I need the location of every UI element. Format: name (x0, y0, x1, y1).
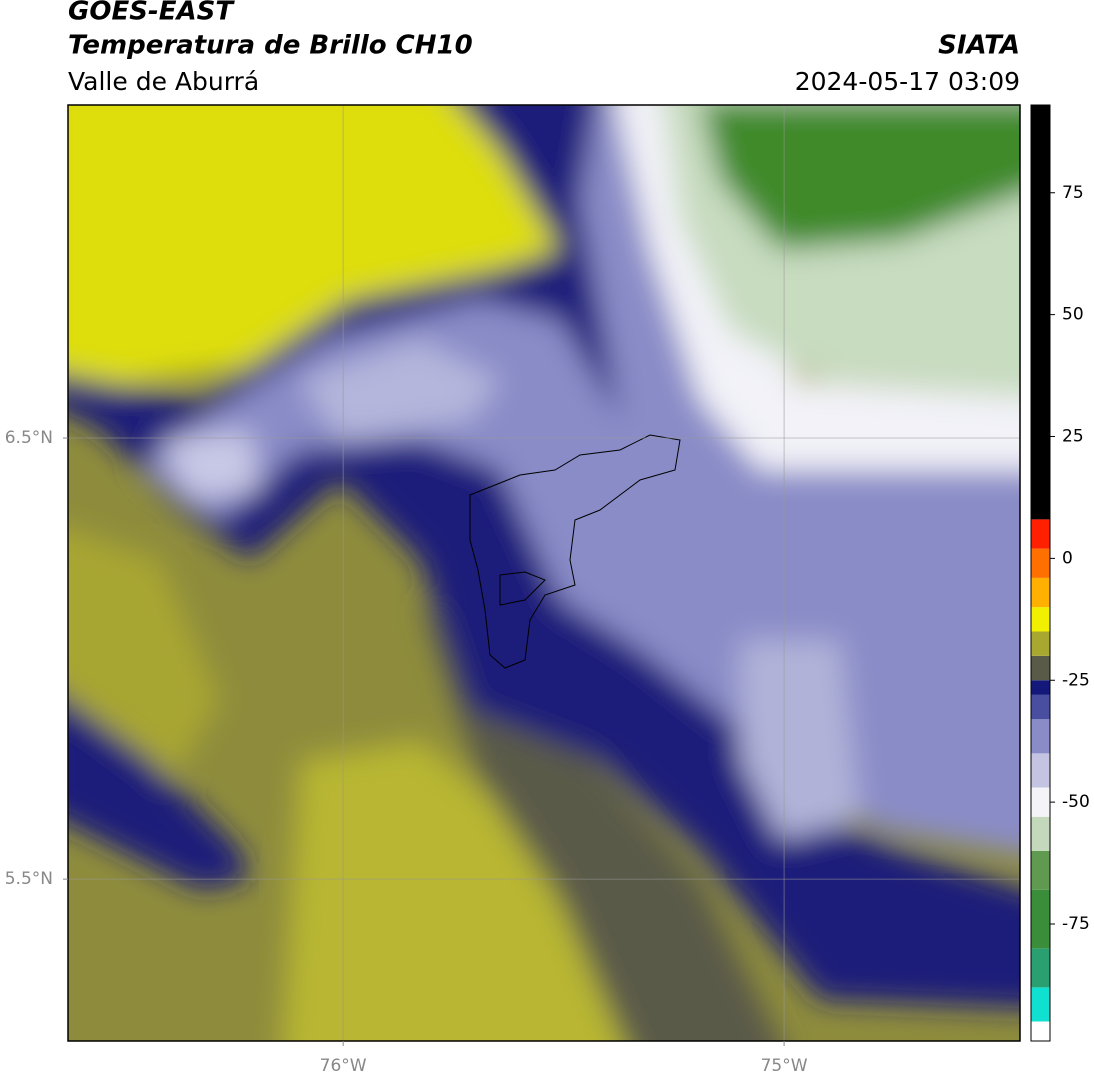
colorbar-tick-label: 75 (1062, 183, 1084, 203)
lat-tick-label: 5.5°N (5, 869, 53, 889)
lon-tick-label: 76°W (320, 1056, 367, 1076)
colorbar-segment (1031, 655, 1050, 681)
colorbar-segment (1031, 105, 1050, 520)
agency-title: SIATA (938, 31, 1020, 61)
satellite-image (68, 105, 1020, 1041)
colorbar-segment (1031, 1021, 1050, 1041)
region-title: Valle de Aburrá (68, 67, 259, 96)
colorbar-tick-label: -50 (1062, 792, 1090, 812)
colorbar-segment (1031, 987, 1050, 1022)
colorbar-segment (1031, 631, 1050, 656)
colorbar-segment (1031, 948, 1050, 988)
lat-tick-label: 6.5°N (5, 428, 53, 448)
colorbar-segment (1031, 577, 1050, 608)
colorbar-tick-label: -75 (1062, 914, 1090, 934)
product-title: Temperatura de Brillo CH10 (68, 31, 473, 61)
colorbar-tick-label: 0 (1062, 548, 1073, 568)
colorbar-segment (1031, 787, 1050, 817)
colorbar-segment (1031, 719, 1050, 754)
colorbar-segment (1031, 519, 1050, 549)
timestamp: 2024-05-17 03:09 (795, 67, 1020, 96)
colorbar-segment (1031, 816, 1050, 851)
satellite-title: GOES-EAST (68, 0, 235, 27)
map-frame (67, 104, 1021, 1042)
colorbar-tick-label: 50 (1062, 305, 1084, 325)
colorbar-segment (1031, 548, 1050, 578)
colorbar-segment (1031, 850, 1050, 890)
colorbar-frame (1030, 104, 1051, 1042)
colorbar-tick-label: -25 (1062, 670, 1090, 690)
lon-tick-label: 75°W (761, 1056, 808, 1076)
colorbar-segment (1031, 889, 1050, 949)
colorbar-segment (1031, 680, 1050, 695)
colorbar-segment (1031, 607, 1050, 632)
municipal-boundaries (469, 434, 681, 669)
colorbar-tick-label: 25 (1062, 427, 1084, 447)
colorbar-segment (1031, 694, 1050, 720)
colorbar-segment (1031, 753, 1050, 788)
